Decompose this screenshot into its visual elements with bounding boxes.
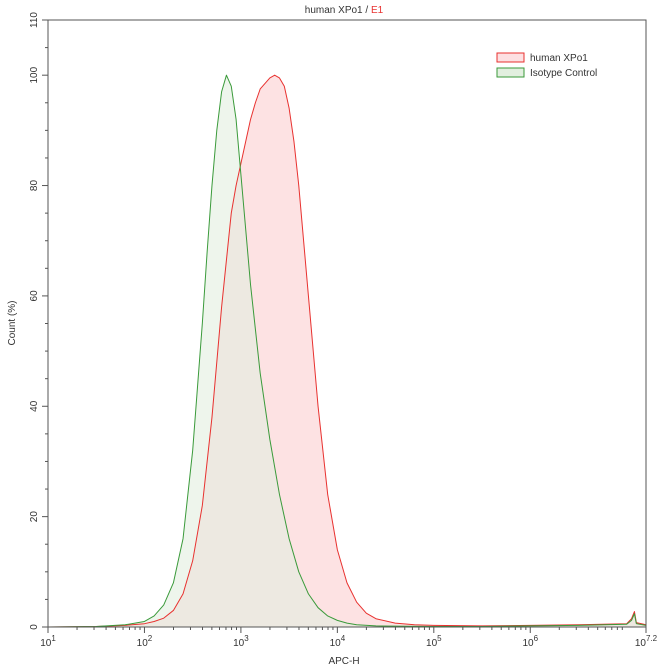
x-tick-label: 102 [137,634,153,649]
legend: human XPo1 Isotype Control [496,52,597,79]
chart-title: human XPo1 / E1 [305,5,384,16]
y-tick-label: 20 [29,511,40,523]
y-tick-label: 40 [29,400,40,412]
legend-label-isotype-control: Isotype Control [530,68,597,79]
y-tick-label: 80 [29,180,40,192]
x-axis-label: APC-H [328,656,359,667]
x-tick-label: 106 [522,634,538,649]
x-tick-label: 103 [233,634,249,649]
series-layer [47,74,647,628]
legend-swatch-human-xpo1 [496,52,525,63]
legend-label-human-xpo1: human XPo1 [530,53,588,64]
x-axis-ticks: 101 102 103 104 105 106 107.2 [40,627,658,649]
legend-swatch-isotype-control [496,67,525,78]
y-tick-label: 110 [29,12,40,28]
y-tick-label: 0 [29,624,40,630]
x-tick-label: 107.2 [635,634,658,649]
y-tick-label: 60 [29,290,40,302]
x-tick-label: 101 [40,634,56,649]
chart-title-gate: E1 [371,5,384,16]
line-human-xpo1 [47,74,647,628]
chart-title-main: human XPo1 [305,5,363,16]
y-tick-label: 100 [29,66,40,83]
y-axis-label: Count (%) [7,300,18,345]
line-isotype-control [47,74,647,628]
area-isotype-control [48,75,646,628]
x-tick-label: 105 [426,634,442,649]
y-axis-ticks: 0 20 40 60 80 100 110 [29,12,48,630]
x-tick-label: 104 [330,634,346,649]
chart-title-separator: / [363,5,371,16]
